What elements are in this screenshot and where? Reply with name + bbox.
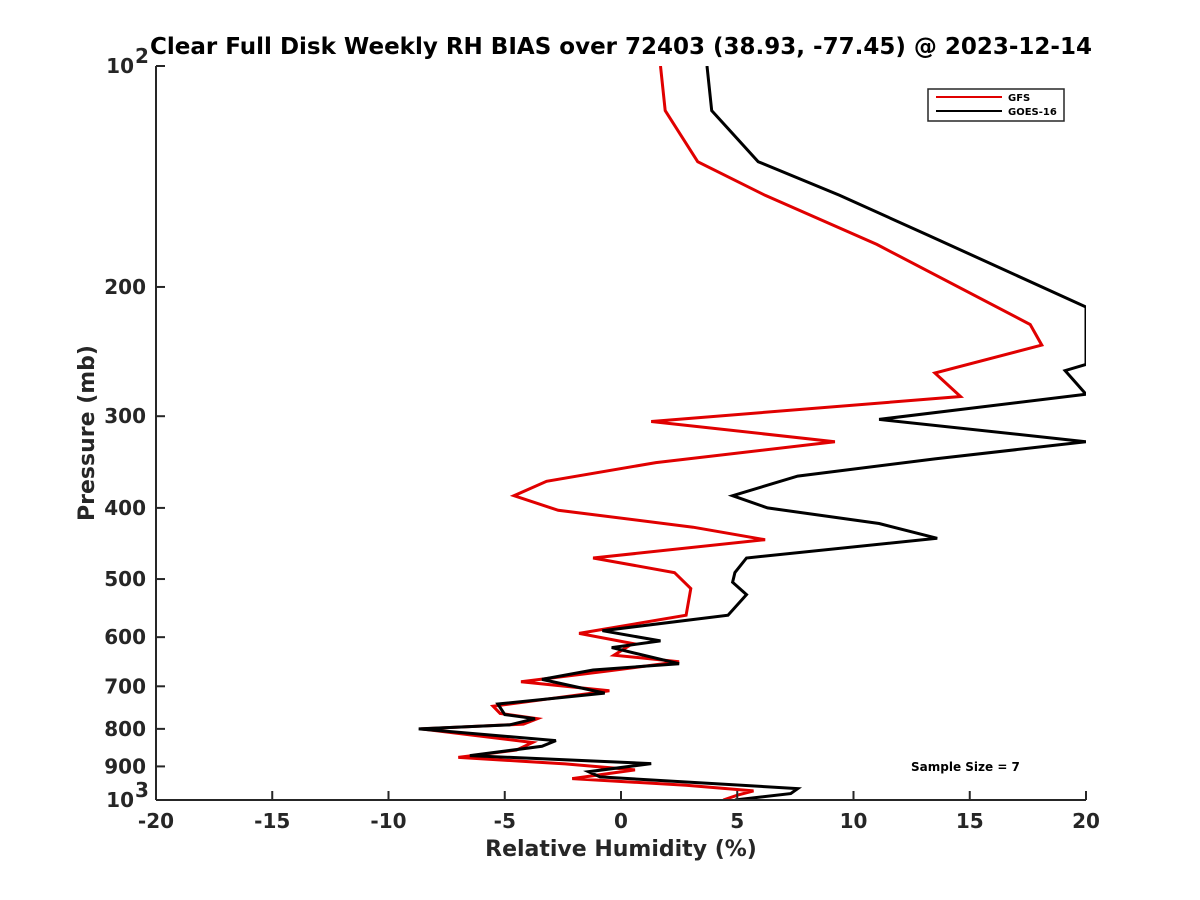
x-tick-label: -15 [254, 809, 290, 833]
legend: GFS GOES-16 [927, 88, 1065, 122]
y-tick-exponent: 3 [135, 778, 149, 802]
y-tick-label: 900 [104, 754, 146, 778]
x-tick-label: 0 [614, 809, 628, 833]
y-tick-label: 200 [104, 275, 146, 299]
y-tick-label: 800 [104, 717, 146, 741]
x-tick-label: -5 [494, 809, 516, 833]
x-tick-label: 10 [840, 809, 868, 833]
y-tick-exponent: 2 [135, 44, 149, 68]
x-tick-label: -10 [370, 809, 406, 833]
y-tick-label: 10 [106, 54, 134, 78]
legend-label-goes16: GOES-16 [1008, 107, 1057, 118]
sample-size-annotation: Sample Size = 7 [911, 760, 1020, 774]
chart-title: Clear Full Disk Weekly RH BIAS over 7240… [150, 34, 1092, 60]
plot-area [418, 66, 1086, 800]
x-ticks: -20 -15 -10 -5 0 5 10 15 20 [138, 791, 1100, 833]
y-tick-label: 700 [104, 674, 146, 698]
y-tick-label: 10 [106, 788, 134, 812]
x-tick-label: -20 [138, 809, 174, 833]
y-tick-label: 400 [104, 496, 146, 520]
x-axis-label: Relative Humidity (%) [485, 837, 757, 862]
y-tick-label: 600 [104, 625, 146, 649]
y-tick-label: 500 [104, 567, 146, 591]
legend-box [927, 88, 1065, 122]
x-tick-label: 5 [730, 809, 744, 833]
y-axis-label: Pressure (mb) [75, 345, 100, 521]
x-tick-label: 20 [1072, 809, 1100, 833]
y-tick-label: 300 [104, 404, 146, 428]
series-line-goes16 [418, 66, 1086, 800]
axes [155, 66, 1086, 801]
x-tick-label: 15 [956, 809, 984, 833]
series-line-gfs [420, 66, 1045, 800]
legend-label-gfs: GFS [1008, 93, 1030, 104]
